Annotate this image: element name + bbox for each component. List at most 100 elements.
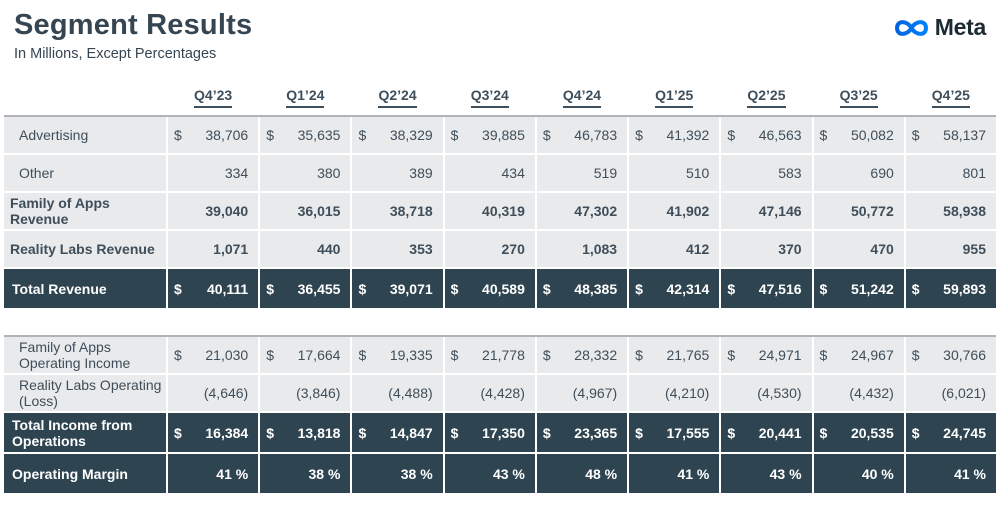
cell-value: 35,635 (297, 127, 341, 143)
value-cell: 50,772 (813, 193, 904, 229)
value-cell: (3,846) (260, 375, 351, 411)
cell-value: 41,902 (666, 203, 710, 219)
value-cell: 58,938 (905, 193, 996, 229)
cell-value: 434 (501, 165, 525, 181)
dollar-sign: $ (727, 280, 736, 297)
cell-value: 47,302 (574, 203, 618, 219)
cell-value: 440 (317, 241, 341, 257)
cell-value: 40 % (861, 465, 894, 482)
meta-logo: Meta (893, 14, 986, 41)
dollar-sign: $ (358, 347, 367, 363)
column-header: Q3’25 (814, 87, 904, 113)
row-label: Family of Apps Operating Income (4, 337, 166, 373)
cell-value: 1,083 (582, 241, 618, 257)
value-cell: 36,015 (260, 193, 351, 229)
dollar-sign: $ (174, 127, 182, 143)
cell-value: 510 (685, 165, 710, 181)
cell-value: 28,332 (574, 347, 618, 363)
cell-value: 583 (778, 165, 802, 181)
column-header: Q4’25 (906, 87, 996, 113)
table-section: Family of Apps Operating Income $21,030 $1… (4, 335, 996, 493)
cell-value: 16,384 (205, 424, 249, 441)
value-cell: 519 (536, 155, 628, 191)
brand-wordmark: Meta (934, 14, 987, 40)
value-cell: $36,455 (260, 269, 351, 308)
row-label: Family of Apps Revenue (4, 193, 166, 229)
dollar-sign: $ (266, 347, 275, 363)
value-cell: $46,783 (536, 117, 628, 153)
value-cell: $21,778 (444, 337, 535, 373)
value-cell: (4,428) (444, 375, 535, 411)
cell-value: 30,766 (943, 347, 986, 363)
value-cell: 47,146 (721, 193, 812, 229)
dollar-sign: $ (450, 280, 459, 297)
value-cell: $14,847 (352, 413, 443, 452)
value-cell: $20,535 (813, 413, 904, 452)
cell-value: 40,589 (482, 280, 525, 297)
cell-value: (4,646) (203, 385, 249, 401)
cell-value: 38 % (400, 465, 433, 482)
value-cell: $17,350 (444, 413, 535, 452)
column-header-label: Q3’25 (839, 87, 878, 108)
table-row: Other 334 380 389 434 519 510 583 690 801 (4, 155, 996, 191)
value-cell: (4,646) (168, 375, 259, 411)
dollar-sign: $ (174, 347, 182, 363)
cell-value: 40,111 (206, 280, 249, 297)
column-header-label: Q2’24 (378, 87, 417, 108)
dollar-sign: $ (819, 280, 828, 297)
segment-table: Advertising $38,706 $35,635 $38,329 $39,885 $… (4, 115, 996, 493)
cell-value: 334 (224, 165, 249, 181)
value-cell: $17,555 (629, 413, 720, 452)
value-cell: 270 (444, 231, 535, 267)
value-cell: $35,635 (260, 117, 351, 153)
dollar-sign: $ (911, 424, 920, 441)
value-cell: 690 (813, 155, 904, 191)
dollar-sign: $ (819, 347, 828, 363)
cell-value: 519 (593, 165, 618, 181)
cell-value: 24,745 (943, 424, 986, 441)
column-header: Q3’24 (445, 87, 535, 113)
cell-value: 370 (778, 241, 802, 257)
dollar-sign: $ (450, 127, 459, 143)
cell-value: 59,893 (943, 280, 986, 297)
row-label: Total Revenue (4, 269, 166, 308)
column-header-label: Q3’24 (470, 87, 509, 108)
cell-value: (4,432) (849, 385, 894, 401)
dollar-sign: $ (174, 280, 182, 297)
dollar-sign: $ (358, 424, 367, 441)
cell-value: 20,441 (758, 424, 802, 441)
cell-value: 20,535 (850, 424, 894, 441)
value-cell: $38,329 (352, 117, 443, 153)
value-cell: 38 % (260, 454, 351, 493)
value-cell: $21,765 (629, 337, 720, 373)
dollar-sign: $ (450, 347, 459, 363)
value-cell: $24,971 (721, 337, 812, 373)
dollar-sign: $ (450, 424, 459, 441)
value-cell: $50,082 (813, 117, 904, 153)
cell-value: 50,082 (850, 127, 894, 143)
cell-value: (3,846) (296, 385, 341, 401)
cell-value: 19,335 (389, 347, 433, 363)
cell-value: 38,706 (205, 127, 249, 143)
cell-value: 24,971 (758, 347, 802, 363)
table-row: Total Income from Operations $16,384 $13,8… (4, 413, 996, 452)
value-cell: 1,071 (168, 231, 259, 267)
dollar-sign: $ (911, 280, 920, 297)
value-cell: 47,302 (536, 193, 628, 229)
cell-value: 42,314 (666, 280, 710, 297)
value-cell: 40,319 (444, 193, 535, 229)
value-cell: $42,314 (629, 269, 720, 308)
dollar-sign: $ (266, 280, 275, 297)
cell-value: 51,242 (850, 280, 894, 297)
cell-value: 24,967 (850, 347, 894, 363)
value-cell: $38,706 (168, 117, 259, 153)
value-cell: $21,030 (168, 337, 259, 373)
cell-value: 17,555 (666, 424, 710, 441)
dollar-sign: $ (358, 280, 367, 297)
column-header: Q1’24 (260, 87, 350, 113)
table-row: Total Revenue $40,111 $36,455 $39,071 $40,58… (4, 269, 996, 308)
dollar-sign: $ (635, 424, 643, 441)
value-cell: $58,137 (905, 117, 996, 153)
column-header: Q1’25 (629, 87, 719, 113)
cell-value: 21,030 (205, 347, 249, 363)
